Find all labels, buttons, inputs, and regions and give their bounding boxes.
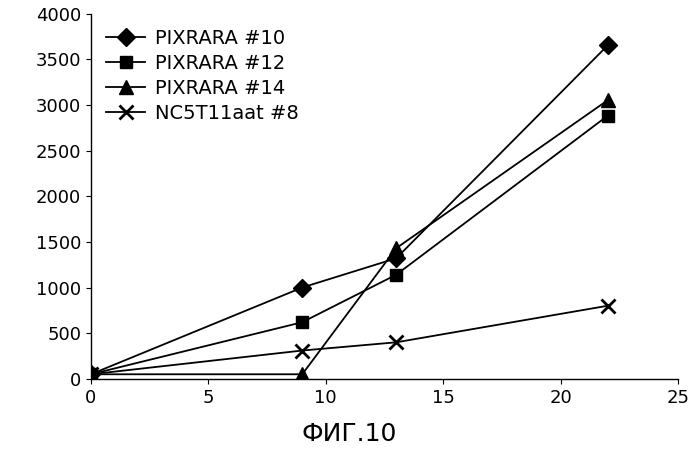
NC5T11aat #8 [298,348,306,353]
Line: PIXRARA #12: PIXRARA #12 [85,110,614,381]
PIXRARA #14 [87,372,95,377]
Legend: PIXRARA #10, PIXRARA #12, PIXRARA #14, NC5T11aat #8: PIXRARA #10, PIXRARA #12, PIXRARA #14, N… [101,23,305,129]
PIXRARA #12 [603,113,612,119]
NC5T11aat #8 [603,303,612,308]
PIXRARA #14 [298,372,306,377]
PIXRARA #10 [603,43,612,48]
NC5T11aat #8 [87,372,95,377]
PIXRARA #14 [603,97,612,103]
Line: NC5T11aat #8: NC5T11aat #8 [84,299,614,381]
NC5T11aat #8 [392,340,401,345]
PIXRARA #10 [392,256,401,261]
PIXRARA #10 [298,285,306,290]
PIXRARA #14 [392,245,401,251]
PIXRARA #10 [87,372,95,377]
Line: PIXRARA #10: PIXRARA #10 [85,39,614,381]
PIXRARA #12 [298,319,306,325]
Text: ФИГ.10: ФИГ.10 [302,423,397,446]
PIXRARA #12 [87,372,95,377]
Line: PIXRARA #14: PIXRARA #14 [84,93,614,381]
PIXRARA #12 [392,272,401,277]
